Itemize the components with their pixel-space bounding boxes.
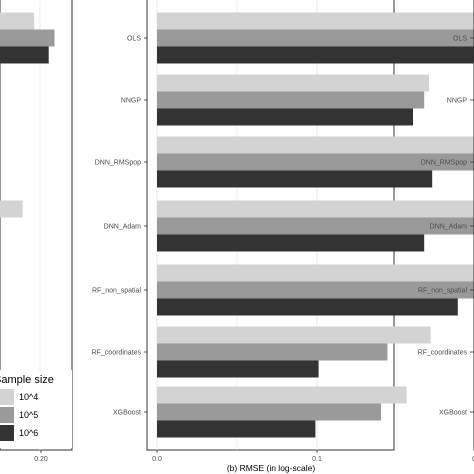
bar-DNN_Adam-10^6 — [157, 234, 425, 252]
bar-NNGP-10^4 — [157, 74, 429, 92]
bar-DNN_Adam-10^5 — [157, 217, 474, 235]
legend-title: Sample size — [0, 374, 54, 386]
bar-OLS-10^5 — [157, 29, 474, 47]
left-panel-bars — [0, 12, 55, 218]
bar-NNGP-10^6 — [157, 108, 413, 126]
right-y-tick-label-DNN_Adam: DNN_Adam — [430, 224, 468, 231]
legend: Sample size 10^4 10^5 10^6 — [0, 370, 72, 448]
bar-OLS-10^4 — [157, 12, 474, 30]
legend-swatch-10^6 — [0, 425, 14, 441]
x-tick-label-0.2: 0.2 — [472, 456, 474, 463]
left-panel: 0.20 Sample size 10^4 10^5 10^6 — [0, 0, 73, 463]
bar-RF_coordinates-10^6 — [157, 360, 319, 378]
y-tick-label-NNGP: NNGP — [121, 98, 142, 105]
left-x-tick-0.20: 0.20 — [34, 456, 48, 463]
center-x-tick-labels: 0.00.10.20.3 — [152, 450, 474, 463]
bar-DNN_Adam-10^4 — [157, 200, 474, 218]
legend-swatch-10^5 — [0, 407, 14, 423]
bar-XGBoost-10^5 — [157, 403, 381, 421]
legend-label-10^5: 10^5 — [19, 410, 38, 420]
bar-DNN_RMSpop-10^4 — [157, 136, 474, 154]
right-panel: OLS NNGP DNN_RMSpop DNN_Adam RF_non_spatial R… — [418, 0, 474, 451]
legend-label-10^4: 10^4 — [19, 392, 38, 402]
legend-label-10^6: 10^6 — [19, 428, 38, 438]
right-y-tick-label-XGBoost: XGBoost — [439, 410, 467, 417]
y-tick-label-DNN_Adam: DNN_Adam — [104, 224, 142, 231]
center-x-axis-title: (b) RMSE (in log-scale) — [227, 463, 315, 473]
left-bar-row0-10^5 — [0, 29, 55, 47]
left-bar-row0-10^6 — [0, 46, 49, 64]
bar-RF_coordinates-10^5 — [157, 343, 388, 361]
right-y-tick-label-RF_non_spatial: RF_non_spatial — [418, 288, 467, 295]
bar-NNGP-10^5 — [157, 91, 425, 109]
bar-DNN_RMSpop-10^6 — [157, 170, 433, 188]
bar-RF_non_spatial-10^4 — [157, 264, 474, 282]
y-tick-label-OLS: OLS — [127, 36, 141, 43]
left-bar-row0-10^4 — [0, 12, 35, 30]
bar-XGBoost-10^6 — [157, 420, 316, 438]
right-y-tick-label-OLS: OLS — [453, 36, 467, 43]
bar-RF_non_spatial-10^6 — [157, 298, 458, 316]
x-tick-label-0.0: 0.0 — [152, 456, 162, 463]
right-y-tick-label-RF_coordinates: RF_coordinates — [418, 350, 468, 357]
x-tick-label-0.1: 0.1 — [312, 456, 322, 463]
center-panel-bars — [157, 12, 474, 438]
right-y-tick-label-NNGP: NNGP — [447, 98, 468, 105]
bar-DNN_RMSpop-10^5 — [157, 153, 474, 171]
legend-swatch-10^4 — [0, 389, 14, 405]
y-tick-label-RF_coordinates: RF_coordinates — [92, 350, 142, 357]
left-bar-row3-10^4 — [0, 200, 23, 218]
bar-RF_coordinates-10^4 — [157, 326, 431, 344]
bar-XGBoost-10^4 — [157, 386, 407, 404]
center-y-tick-labels: OLS NNGP DNN_RMSpop DNN_Adam RF_non_spatial R… — [92, 36, 147, 417]
bar-OLS-10^6 — [157, 46, 474, 64]
right-y-tick-label-DNN_RMSpop: DNN_RMSpop — [421, 160, 467, 167]
y-tick-label-DNN_RMSpop: DNN_RMSpop — [95, 160, 141, 167]
bar-RF_non_spatial-10^5 — [157, 281, 474, 299]
center-panel: OLS NNGP DNN_RMSpop DNN_Adam RF_non_spatial R… — [92, 0, 474, 473]
y-tick-label-XGBoost: XGBoost — [113, 410, 141, 417]
right-y-tick-labels: OLS NNGP DNN_RMSpop DNN_Adam RF_non_spatial R… — [418, 36, 474, 417]
y-tick-label-RF_non_spatial: RF_non_spatial — [92, 288, 141, 295]
